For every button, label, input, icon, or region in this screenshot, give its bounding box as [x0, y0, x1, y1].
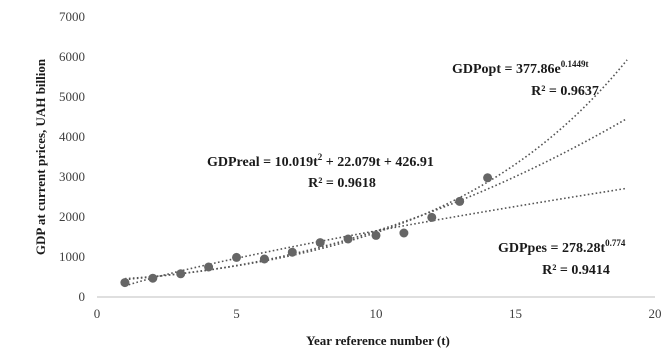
eq-pes-main: GDPpes = 278.28t [498, 241, 605, 256]
eq-opt: GDPopt = 377.86e0.1449t [452, 59, 588, 77]
x-tick-label: 20 [649, 306, 662, 321]
y-tick-label: 4000 [59, 129, 85, 144]
data-point [204, 262, 214, 272]
data-point [371, 230, 381, 240]
r2-opt: R² = 0.9637 [531, 84, 599, 99]
x-tick-label: 5 [233, 306, 240, 321]
data-point [343, 234, 353, 244]
data-point [399, 228, 409, 238]
x-axis-label: Year reference number (t) [306, 333, 450, 348]
eq-opt-main: GDPopt = 377.86e [452, 62, 561, 77]
data-point [455, 196, 465, 206]
trendline-power [124, 187, 628, 287]
r2-real: R² = 0.9618 [308, 176, 376, 191]
data-point [148, 273, 158, 283]
data-point [120, 278, 130, 288]
axes: 0 1000 2000 3000 4000 5000 6000 7000 0 5 10 15 20 [59, 9, 662, 321]
eq-opt-exponent: 0.1449t [561, 59, 589, 69]
eq-real-rest: + 22.079t + 426.91 [322, 155, 434, 170]
data-point [232, 252, 241, 262]
data-point [315, 238, 325, 248]
r2-pes: R² = 0.9414 [542, 263, 610, 278]
y-tick-label: 1000 [59, 249, 85, 264]
eq-real-main: GDPreal = 10.019t [207, 155, 318, 170]
data-point [176, 269, 186, 279]
data-point [287, 247, 297, 257]
y-tick-label: 6000 [59, 49, 85, 64]
x-tick-label: 10 [370, 306, 383, 321]
eq-pes: GDPpes = 278.28t0.774 [498, 238, 626, 256]
y-tick-label: 3000 [59, 169, 85, 184]
x-tick-label: 0 [94, 306, 101, 321]
data-point [259, 254, 269, 264]
y-tick-label: 7000 [59, 9, 85, 24]
eq-real-exponent: 2 [318, 152, 323, 162]
x-tick-label: 15 [509, 306, 522, 321]
data-point [427, 212, 437, 222]
data-points [120, 173, 493, 288]
y-axis-label: GDP at current prices, UAH billion [33, 58, 48, 255]
y-tick-label: 5000 [59, 89, 85, 104]
y-tick-label: 0 [79, 289, 86, 304]
y-tick-label: 2000 [59, 209, 85, 224]
eq-real: GDPreal = 10.019t2 + 22.079t + 426.91 [207, 152, 434, 170]
eq-pes-exponent: 0.774 [605, 238, 626, 248]
data-point [483, 173, 493, 183]
